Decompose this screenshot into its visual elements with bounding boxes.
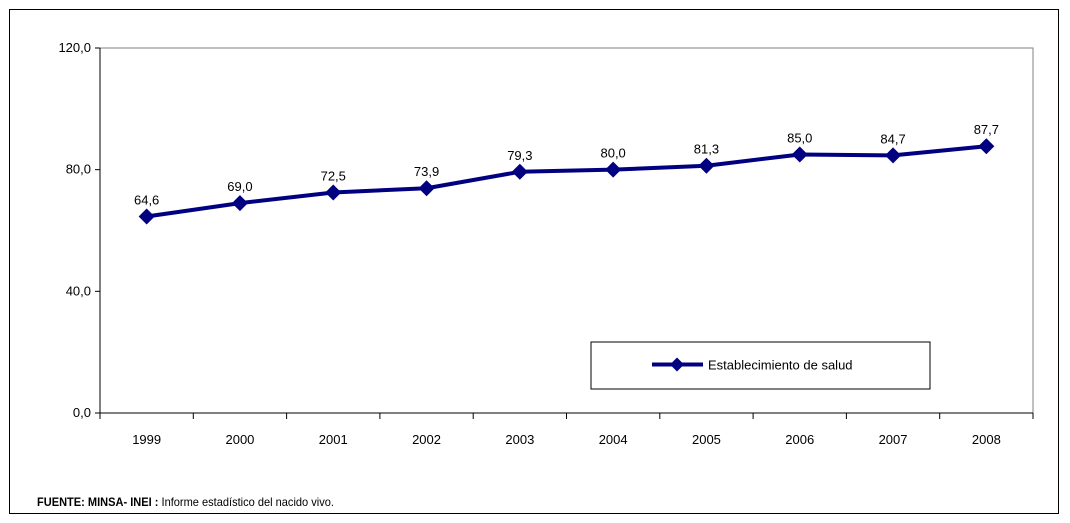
- data-label: 85,0: [787, 130, 812, 145]
- ticks: 0,0 40,0 80,0 120,0 1999 2000 2001 2002 2003 2004…: [58, 40, 1034, 447]
- legend-box: [590, 341, 931, 390]
- source-text: Informe estadístico del nacido vivo.: [158, 495, 334, 509]
- x-tick-label: 2004: [599, 432, 628, 447]
- data-label: 80,0: [600, 146, 625, 161]
- x-tick-label: 2002: [412, 432, 441, 447]
- x-tick-label: 1999: [132, 432, 161, 447]
- x-tick-label: 2001: [319, 432, 348, 447]
- data-labels: 64,6 69,0 72,5 73,9 79,3 80,0 81,3 85,0 84,7 87,7: [134, 122, 999, 207]
- legend: Establecimiento de salud: [590, 341, 931, 390]
- y-tick-label: 0,0: [73, 405, 91, 420]
- y-tick-label: 40,0: [66, 283, 91, 298]
- data-point: [325, 184, 342, 201]
- data-label: 84,7: [880, 131, 905, 146]
- data-point: [511, 163, 528, 180]
- data-label: 73,9: [414, 164, 439, 179]
- x-tick-label: 2007: [879, 432, 908, 447]
- x-tick-label: 2000: [225, 432, 254, 447]
- data-point: [231, 195, 248, 212]
- x-tick-label: 2005: [692, 432, 721, 447]
- series: [138, 138, 995, 225]
- x-tick-label: 2008: [972, 432, 1001, 447]
- chart-frame: [9, 9, 1059, 514]
- source-bold: FUENTE: MINSA- INEI :: [37, 495, 159, 509]
- data-point: [885, 147, 902, 164]
- data-point: [698, 157, 715, 174]
- data-label: 87,7: [974, 122, 999, 137]
- legend-label: Establecimiento de salud: [708, 358, 853, 373]
- data-point: [978, 138, 995, 155]
- y-tick-label: 80,0: [66, 162, 91, 177]
- data-point: [791, 146, 808, 163]
- data-point: [138, 208, 155, 225]
- data-label: 79,3: [507, 148, 532, 163]
- legend-marker: [670, 357, 684, 372]
- data-label: 64,6: [134, 193, 159, 208]
- y-tick-label: 120,0: [58, 40, 91, 55]
- data-point: [418, 180, 435, 197]
- data-label: 69,0: [227, 179, 252, 194]
- data-point: [605, 161, 622, 178]
- data-label: 81,3: [694, 142, 719, 157]
- data-label: 72,5: [321, 168, 346, 183]
- source-note: FUENTE: MINSA- INEI : Informe estadístic…: [37, 495, 334, 509]
- x-tick-label: 2006: [785, 432, 814, 447]
- series-line: [146, 144, 987, 219]
- x-tick-label: 2003: [505, 432, 534, 447]
